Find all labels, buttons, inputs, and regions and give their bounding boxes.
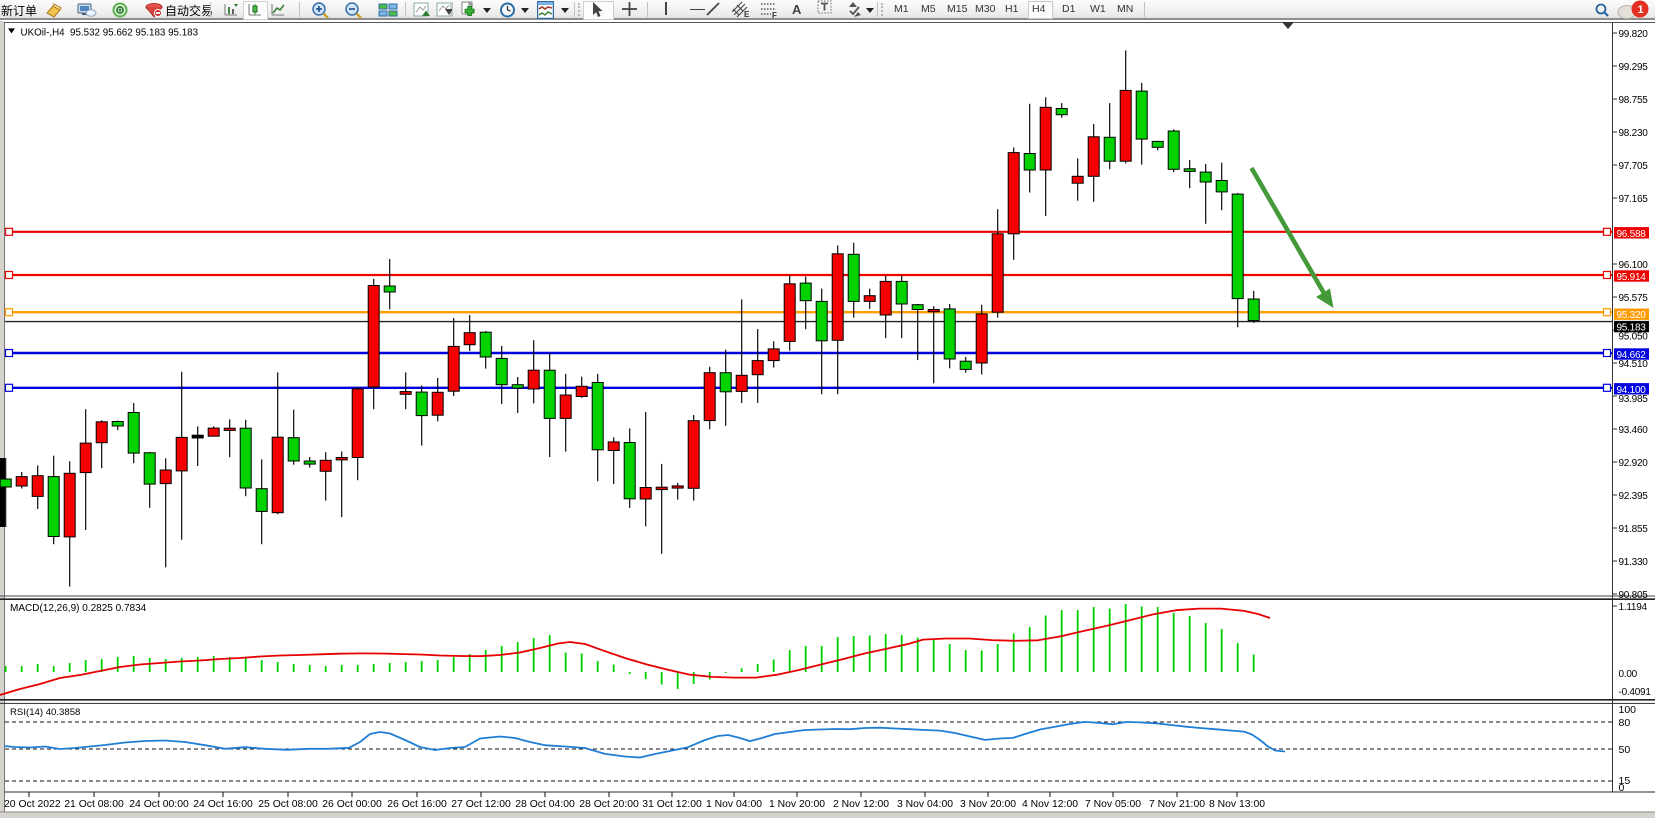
svg-text:31 Oct 12:00: 31 Oct 12:00 — [642, 799, 702, 810]
svg-text:1.1194: 1.1194 — [1619, 602, 1648, 613]
svg-text:99.295: 99.295 — [1619, 62, 1649, 73]
svg-text:91.330: 91.330 — [1619, 557, 1649, 568]
svg-text:26 Oct 16:00: 26 Oct 16:00 — [387, 799, 447, 810]
svg-text:98.230: 98.230 — [1619, 128, 1649, 139]
svg-text:94.662: 94.662 — [1617, 350, 1647, 361]
svg-text:94.100: 94.100 — [1617, 385, 1647, 396]
svg-text:0.00: 0.00 — [1619, 669, 1638, 680]
svg-text:24 Oct 16:00: 24 Oct 16:00 — [193, 799, 253, 810]
svg-text:50: 50 — [1619, 744, 1631, 756]
svg-text:97.165: 97.165 — [1619, 194, 1649, 205]
svg-text:21 Oct 08:00: 21 Oct 08:00 — [64, 799, 124, 810]
svg-text:95.320: 95.320 — [1617, 310, 1647, 321]
svg-text:100: 100 — [1619, 704, 1637, 716]
svg-text:7 Nov 05:00: 7 Nov 05:00 — [1085, 799, 1141, 810]
svg-text:28 Oct 20:00: 28 Oct 20:00 — [579, 799, 639, 810]
svg-text:RSI(14) 40.3858: RSI(14) 40.3858 — [10, 707, 80, 718]
svg-text:15: 15 — [1619, 775, 1631, 787]
svg-text:95.183: 95.183 — [1617, 323, 1647, 334]
svg-text:24 Oct 00:00: 24 Oct 00:00 — [129, 799, 189, 810]
svg-text:93.985: 93.985 — [1619, 394, 1649, 405]
svg-text:96.100: 96.100 — [1619, 260, 1649, 271]
svg-text:2 Nov 12:00: 2 Nov 12:00 — [833, 799, 889, 810]
svg-text:F: F — [772, 11, 777, 19]
svg-text:95.050: 95.050 — [1619, 332, 1649, 343]
svg-text:97.705: 97.705 — [1619, 161, 1649, 172]
svg-text:E: E — [744, 10, 750, 19]
svg-text:90.805: 90.805 — [1619, 590, 1649, 601]
svg-text:7 Nov 21:00: 7 Nov 21:00 — [1149, 799, 1205, 810]
svg-text:4 Nov 12:00: 4 Nov 12:00 — [1022, 799, 1078, 810]
svg-text:93.460: 93.460 — [1619, 425, 1649, 436]
svg-text:95.575: 95.575 — [1619, 293, 1649, 304]
svg-text:94.510: 94.510 — [1619, 359, 1649, 370]
svg-text:1: 1 — [1638, 4, 1644, 16]
svg-text:1 Nov 04:00: 1 Nov 04:00 — [706, 799, 762, 810]
svg-text:1 Nov 20:00: 1 Nov 20:00 — [769, 799, 825, 810]
svg-text:99.820: 99.820 — [1619, 29, 1649, 40]
svg-text:91.855: 91.855 — [1619, 524, 1649, 535]
svg-text:UKOil-,H4 95.532 95.662 95.18: UKOil-,H4 95.532 95.662 95.183 95.183 — [21, 28, 199, 39]
svg-text:0: 0 — [1619, 782, 1625, 794]
svg-text:80: 80 — [1619, 717, 1631, 729]
svg-text:92.395: 92.395 — [1619, 491, 1649, 502]
svg-text:MACD(12,26,9) 0.2825 0.7834: MACD(12,26,9) 0.2825 0.7834 — [10, 603, 147, 614]
svg-text:98.755: 98.755 — [1619, 95, 1649, 106]
svg-text:20 Oct 2022: 20 Oct 2022 — [4, 799, 61, 810]
svg-text:3 Nov 20:00: 3 Nov 20:00 — [960, 799, 1016, 810]
svg-text:-0.4091: -0.4091 — [1619, 687, 1652, 698]
svg-text:3 Nov 04:00: 3 Nov 04:00 — [897, 799, 953, 810]
svg-text:28 Oct 04:00: 28 Oct 04:00 — [515, 799, 575, 810]
svg-text:92.920: 92.920 — [1619, 458, 1649, 469]
svg-text:25 Oct 08:00: 25 Oct 08:00 — [258, 799, 318, 810]
svg-text:26 Oct 00:00: 26 Oct 00:00 — [322, 799, 382, 810]
svg-text:96.588: 96.588 — [1617, 229, 1647, 240]
svg-text:8 Nov 13:00: 8 Nov 13:00 — [1209, 799, 1265, 810]
svg-text:27 Oct 12:00: 27 Oct 12:00 — [451, 799, 511, 810]
svg-text:95.914: 95.914 — [1617, 272, 1647, 283]
